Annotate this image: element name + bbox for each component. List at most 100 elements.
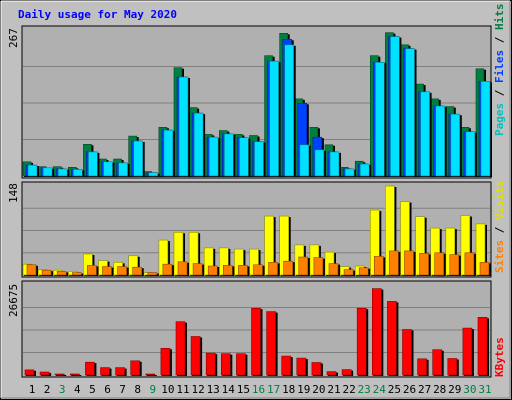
hits-bar-pages-day-21 (329, 151, 340, 177)
visits-bar-sites-day-7 (117, 266, 127, 276)
hits-bar-pages-day-30 (465, 131, 476, 177)
visits-bar-sites-day-27 (419, 253, 429, 276)
x-tick-label: 30 (463, 383, 476, 396)
visits-bar-sites-day-14 (223, 265, 233, 276)
x-tick-label: 4 (74, 383, 81, 396)
hits-bar-pages-day-7 (118, 162, 128, 177)
x-tick-label: 20 (312, 383, 325, 396)
kbytes-bar-kbytes-day-16 (251, 307, 261, 376)
visits-legend: Sites / Visits (493, 180, 506, 273)
x-tick-label: 19 (297, 383, 310, 396)
kbytes-bar-kbytes-day-1 (24, 369, 35, 376)
visits-bar-sites-day-15 (238, 265, 248, 276)
kbytes-bar-kbytes-day-25 (387, 301, 397, 376)
hits-bar-pages-day-19 (299, 144, 310, 177)
hits-bar-pages-day-5 (88, 151, 98, 177)
visits-bar-sites-day-22 (343, 269, 354, 276)
hits-bar-pages-day-22 (344, 168, 355, 177)
legend-files: Files (493, 50, 506, 83)
hits-bar-pages-day-24 (374, 61, 385, 177)
kbytes-bar-kbytes-day-5 (85, 361, 95, 376)
kbytes-bar-kbytes-day-9 (145, 373, 156, 376)
kbytes-bar-kbytes-day-6 (100, 367, 110, 376)
visits-bar-sites-day-12 (192, 263, 203, 276)
hits-bar-pages-day-4 (73, 169, 83, 177)
kbytes-bar-kbytes-day-10 (160, 347, 171, 376)
hits-bar-pages-day-18 (284, 44, 295, 177)
chart-title: Daily usage for May 2020 (18, 8, 177, 21)
x-tick-label: 14 (222, 383, 236, 396)
visits-bar-sites-day-2 (41, 269, 52, 276)
x-tick-label: 28 (433, 383, 446, 396)
kbytes-bar-kbytes-day-19 (296, 357, 307, 376)
legend-visits: Visits (493, 180, 506, 220)
visits-bar-sites-day-3 (56, 271, 67, 276)
visits-bar-sites-day-9 (147, 272, 158, 276)
legend-sites: Sites (493, 240, 506, 273)
visits-bar-sites-day-8 (132, 266, 142, 276)
hits-bar-pages-day-13 (208, 136, 219, 177)
visits-bar-sites-day-31 (479, 262, 490, 276)
hits-bar-pages-day-8 (133, 140, 143, 177)
hits-bar-pages-day-23 (359, 163, 370, 177)
kbytes-bar-kbytes-day-2 (39, 371, 50, 376)
bar-shadow (56, 375, 67, 376)
x-tick-label: 17 (267, 383, 280, 396)
x-tick-label: 31 (478, 383, 491, 396)
visits-bar-sites-day-21 (328, 263, 339, 276)
visits-bar-sites-day-13 (207, 265, 218, 276)
x-tick-label: 29 (448, 383, 461, 396)
visits-bar-sites-day-29 (449, 254, 460, 276)
visits-bar-sites-day-19 (298, 256, 309, 276)
kbytes-bar-kbytes-day-7 (115, 367, 125, 376)
visits-bar-sites-day-18 (283, 260, 294, 276)
kbytes-bar-kbytes-day-18 (281, 355, 292, 376)
hits-bar-pages-day-10 (163, 129, 174, 177)
kbytes-bar-kbytes-day-8 (130, 360, 140, 376)
x-tick-label: 5 (89, 383, 96, 396)
x-tick-label: 23 (358, 383, 371, 396)
x-tick-label: 1 (29, 383, 36, 396)
kbytes-bar-kbytes-day-4 (70, 373, 80, 376)
x-tick-label: 27 (418, 383, 431, 396)
hits-bar-pages-day-15 (239, 137, 249, 177)
x-tick-label: 11 (176, 383, 189, 396)
legend-hits: Hits (493, 4, 506, 31)
hits-bar-pages-day-29 (450, 113, 461, 177)
kbytes-bar-kbytes-day-15 (236, 353, 246, 376)
kbytes-legend: KBytes (493, 337, 506, 377)
kbytes-ymax-label: 26675 (7, 284, 20, 317)
x-tick-label: 12 (191, 383, 204, 396)
visits-bar-sites-day-6 (102, 266, 112, 276)
visits-bar-sites-day-28 (434, 252, 445, 276)
kbytes-bar-kbytes-day-22 (341, 369, 352, 376)
kbytes-bar-kbytes-day-13 (205, 352, 216, 376)
visits-bar-sites-day-23 (358, 267, 369, 276)
hits-bar-pages-day-17 (269, 60, 279, 177)
visits-bar-sites-day-25 (389, 250, 399, 276)
x-tick-label: 3 (59, 383, 66, 396)
x-tick-label: 6 (104, 383, 111, 396)
x-tick-label: 18 (282, 383, 295, 396)
visits-bar-sites-day-30 (464, 252, 475, 276)
x-tick-label: 21 (327, 383, 340, 396)
x-tick-label: 13 (207, 383, 220, 396)
hits-legend: Pages / Files / Hits (493, 4, 506, 137)
hits-bar-pages-day-14 (224, 133, 234, 177)
x-tick-label: 26 (403, 383, 416, 396)
hits-bar-pages-day-2 (42, 167, 53, 177)
hits-bar-pages-day-27 (420, 91, 430, 177)
x-tick-label: 25 (388, 383, 401, 396)
hits-bar-pages-day-3 (57, 168, 68, 177)
hits-bar-pages-day-12 (193, 112, 204, 177)
kbytes-bar-kbytes-day-14 (221, 353, 231, 376)
kbytes-bar-kbytes-day-23 (356, 307, 367, 376)
visits-bar-sites-day-16 (253, 264, 263, 276)
kbytes-bar-kbytes-day-11 (175, 321, 186, 376)
kbytes-bar-kbytes-day-24 (371, 288, 382, 376)
visits-bar-sites-day-11 (177, 261, 188, 276)
legend-pages: Pages (493, 103, 506, 136)
hits-ymax-label: 267 (7, 28, 20, 48)
bar-shadow (146, 375, 157, 376)
